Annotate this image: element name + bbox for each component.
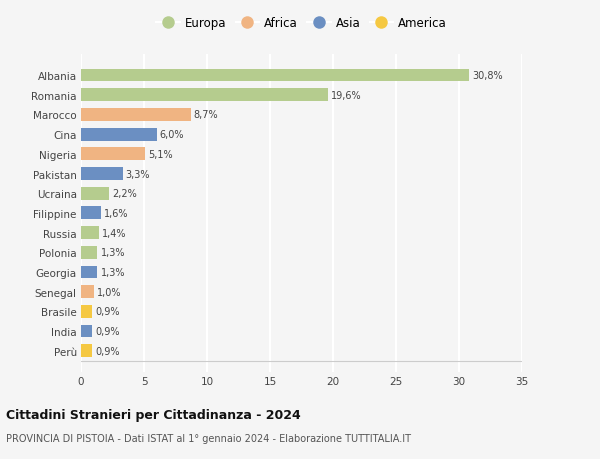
Bar	[81, 285, 94, 298]
Text: 19,6%: 19,6%	[331, 90, 362, 101]
Text: 1,6%: 1,6%	[104, 208, 129, 218]
Bar	[81, 266, 97, 279]
Bar	[81, 69, 469, 82]
Bar	[81, 148, 145, 161]
Text: 1,4%: 1,4%	[102, 228, 126, 238]
Bar	[81, 325, 92, 338]
Bar	[81, 187, 109, 200]
Text: 6,0%: 6,0%	[160, 130, 184, 140]
Bar	[81, 227, 98, 240]
Text: 1,3%: 1,3%	[101, 268, 125, 277]
Text: Cittadini Stranieri per Cittadinanza - 2024: Cittadini Stranieri per Cittadinanza - 2…	[6, 408, 301, 421]
Bar	[81, 305, 92, 318]
Legend: Europa, Africa, Asia, America: Europa, Africa, Asia, America	[156, 17, 447, 29]
Bar	[81, 207, 101, 220]
Text: PROVINCIA DI PISTOIA - Dati ISTAT al 1° gennaio 2024 - Elaborazione TUTTITALIA.I: PROVINCIA DI PISTOIA - Dati ISTAT al 1° …	[6, 433, 411, 442]
Bar	[81, 168, 122, 180]
Text: 1,0%: 1,0%	[97, 287, 121, 297]
Text: 3,3%: 3,3%	[126, 169, 150, 179]
Text: 5,1%: 5,1%	[148, 150, 173, 159]
Text: 8,7%: 8,7%	[194, 110, 218, 120]
Text: 0,9%: 0,9%	[95, 307, 120, 317]
Text: 2,2%: 2,2%	[112, 189, 137, 199]
Bar	[81, 246, 97, 259]
Text: 0,9%: 0,9%	[95, 346, 120, 356]
Bar	[81, 109, 191, 122]
Bar	[81, 89, 328, 102]
Bar	[81, 345, 92, 358]
Text: 0,9%: 0,9%	[95, 326, 120, 336]
Bar	[81, 129, 157, 141]
Text: 1,3%: 1,3%	[101, 248, 125, 258]
Text: 30,8%: 30,8%	[472, 71, 503, 81]
